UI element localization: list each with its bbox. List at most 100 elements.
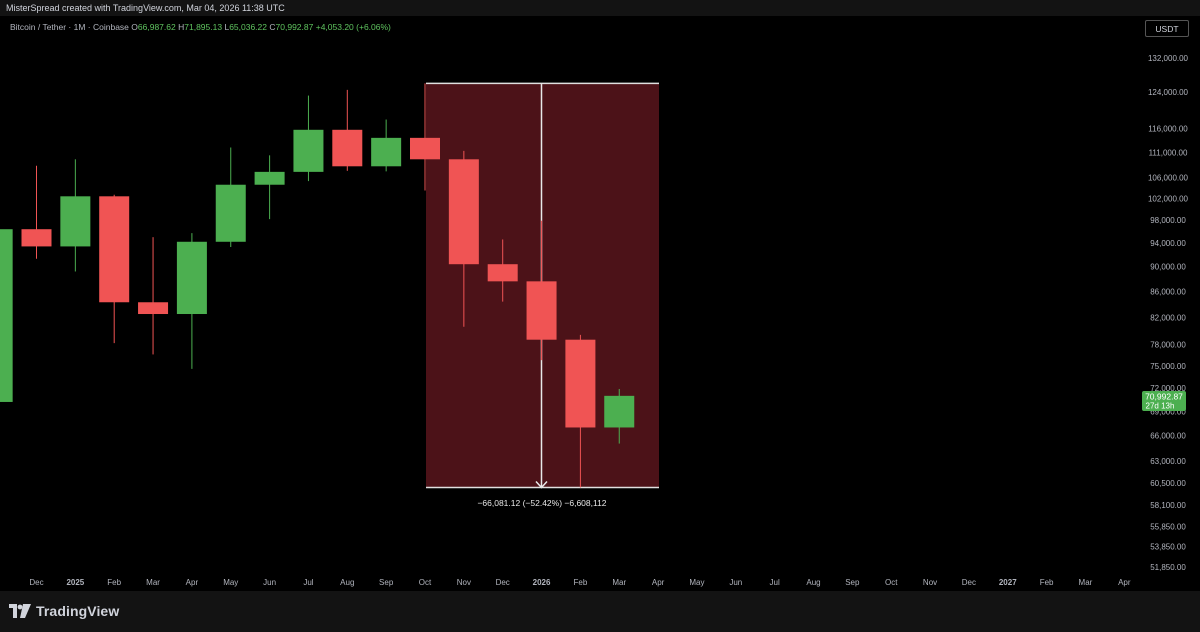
x-tick-label: Aug — [340, 578, 354, 587]
x-tick-label: Mar — [146, 578, 160, 587]
candle-body — [0, 229, 13, 402]
candle[interactable] — [176, 233, 207, 369]
candle[interactable] — [487, 239, 518, 302]
y-tick-label: 60,500.00 — [1150, 479, 1186, 488]
current-price-tag: 70,992.87 27d 13h — [1142, 391, 1186, 411]
y-tick-label: 78,000.00 — [1150, 341, 1186, 350]
candle-body — [371, 137, 402, 167]
y-tick-label: 63,000.00 — [1150, 457, 1186, 466]
candle[interactable] — [99, 194, 130, 344]
y-tick-label: 116,000.00 — [1148, 124, 1188, 133]
high-value: 71,895.13 — [184, 22, 223, 32]
y-tick-label: 90,000.00 — [1150, 263, 1186, 272]
candle-body — [138, 302, 169, 315]
y-tick-label: 58,100.00 — [1150, 501, 1186, 510]
x-tick-label: Jul — [770, 578, 780, 587]
x-tick-label: Aug — [806, 578, 820, 587]
y-tick-label: 102,000.00 — [1148, 194, 1189, 203]
candle[interactable] — [604, 388, 635, 444]
y-tick-label: 75,000.00 — [1150, 362, 1186, 371]
measure-arrow-head — [535, 480, 548, 489]
x-tick-label: Dec — [496, 578, 510, 587]
candle[interactable] — [565, 334, 596, 488]
low-value: 65,036.22 — [229, 22, 268, 32]
candle[interactable] — [526, 220, 557, 361]
close-value: 70,992.87 — [275, 22, 314, 32]
x-tick-label: Nov — [457, 578, 471, 587]
close-label: C — [269, 22, 276, 32]
y-tick-label: 66,000.00 — [1150, 432, 1186, 441]
symbol-legend: Bitcoin / Tether · 1M · Coinbase O66,987… — [10, 22, 391, 32]
candle[interactable] — [254, 155, 285, 220]
y-tick-label: 106,000.00 — [1148, 173, 1189, 182]
candle-body — [410, 137, 440, 160]
y-tick-label: 72,000.00 — [1150, 384, 1186, 393]
candle[interactable] — [448, 150, 479, 327]
x-tick-label: Oct — [885, 578, 898, 587]
y-tick-label: 53,850.00 — [1150, 542, 1186, 551]
candle-body — [99, 196, 130, 303]
x-tick-label: Nov — [923, 578, 937, 587]
footer: TradingView — [0, 591, 1200, 632]
x-tick-label: Mar — [612, 578, 626, 587]
x-tick-label: Oct — [419, 578, 432, 587]
x-tick-label: Jun — [263, 578, 276, 587]
tradingview-brand[interactable]: TradingView — [9, 603, 119, 619]
x-tick-label: Mar — [1079, 578, 1093, 587]
y-tick-label: 86,000.00 — [1150, 287, 1186, 296]
x-tick-label: May — [223, 578, 238, 587]
candle-body — [487, 264, 518, 282]
x-tick-label: Jun — [729, 578, 742, 587]
symbol-name: Bitcoin / Tether · 1M · Coinbase — [10, 22, 129, 32]
x-tick-label: Feb — [1040, 578, 1054, 587]
candle[interactable] — [410, 83, 440, 191]
x-tick-label: 2027 — [999, 578, 1017, 587]
high-label: H — [178, 22, 185, 32]
candle[interactable] — [60, 159, 91, 272]
candle[interactable] — [293, 95, 324, 182]
candle-body — [448, 159, 479, 265]
candle[interactable] — [332, 89, 363, 171]
candle-body — [60, 196, 91, 247]
y-tick-label: 132,000.00 — [1148, 54, 1189, 63]
tradingview-logo-icon — [9, 604, 31, 618]
current-price-countdown: 27d 13h — [1146, 402, 1175, 411]
y-tick-label: 82,000.00 — [1150, 313, 1186, 322]
x-tick-label: Sep — [845, 578, 860, 587]
x-tick-label: Jul — [303, 578, 313, 587]
change-value: +4,053.20 (+6.06%) — [315, 22, 391, 32]
candle[interactable] — [0, 215, 13, 429]
y-tick-label: 69,000.00 — [1150, 407, 1186, 416]
x-tick-label: Dec — [962, 578, 976, 587]
y-tick-label: 51,850.00 — [1150, 563, 1186, 572]
candle[interactable] — [215, 147, 246, 248]
candle-body — [176, 241, 207, 315]
x-tick-label: Apr — [652, 578, 665, 587]
chart-credit: MisterSpread created with TradingView.co… — [0, 0, 1200, 16]
candle-body — [254, 171, 285, 185]
y-tick-label: 124,000.00 — [1148, 88, 1189, 97]
currency-button[interactable]: USDT — [1145, 20, 1189, 37]
candle[interactable] — [138, 237, 169, 355]
tradingview-wordmark: TradingView — [36, 603, 120, 619]
candle-body — [565, 339, 596, 428]
y-tick-label: 111,000.00 — [1149, 148, 1188, 157]
x-tick-label: Feb — [574, 578, 588, 587]
candle-body — [215, 184, 246, 242]
candle[interactable] — [371, 119, 402, 172]
x-tick-label: Sep — [379, 578, 394, 587]
low-label: L — [224, 22, 230, 32]
y-tick-label: 94,000.00 — [1150, 239, 1186, 248]
x-tick-label: Dec — [29, 578, 43, 587]
open-label: O — [131, 22, 138, 32]
candle-body — [604, 395, 635, 428]
candle-body — [293, 129, 324, 172]
open-value: 66,987.62 — [137, 22, 176, 32]
x-tick-label: 2026 — [533, 578, 551, 587]
x-tick-label: 2025 — [66, 578, 84, 587]
candle[interactable] — [21, 165, 52, 259]
current-price-value: 70,992.87 — [1145, 392, 1183, 402]
y-tick-label: 98,000.00 — [1150, 216, 1186, 225]
x-tick-label: Feb — [107, 578, 121, 587]
